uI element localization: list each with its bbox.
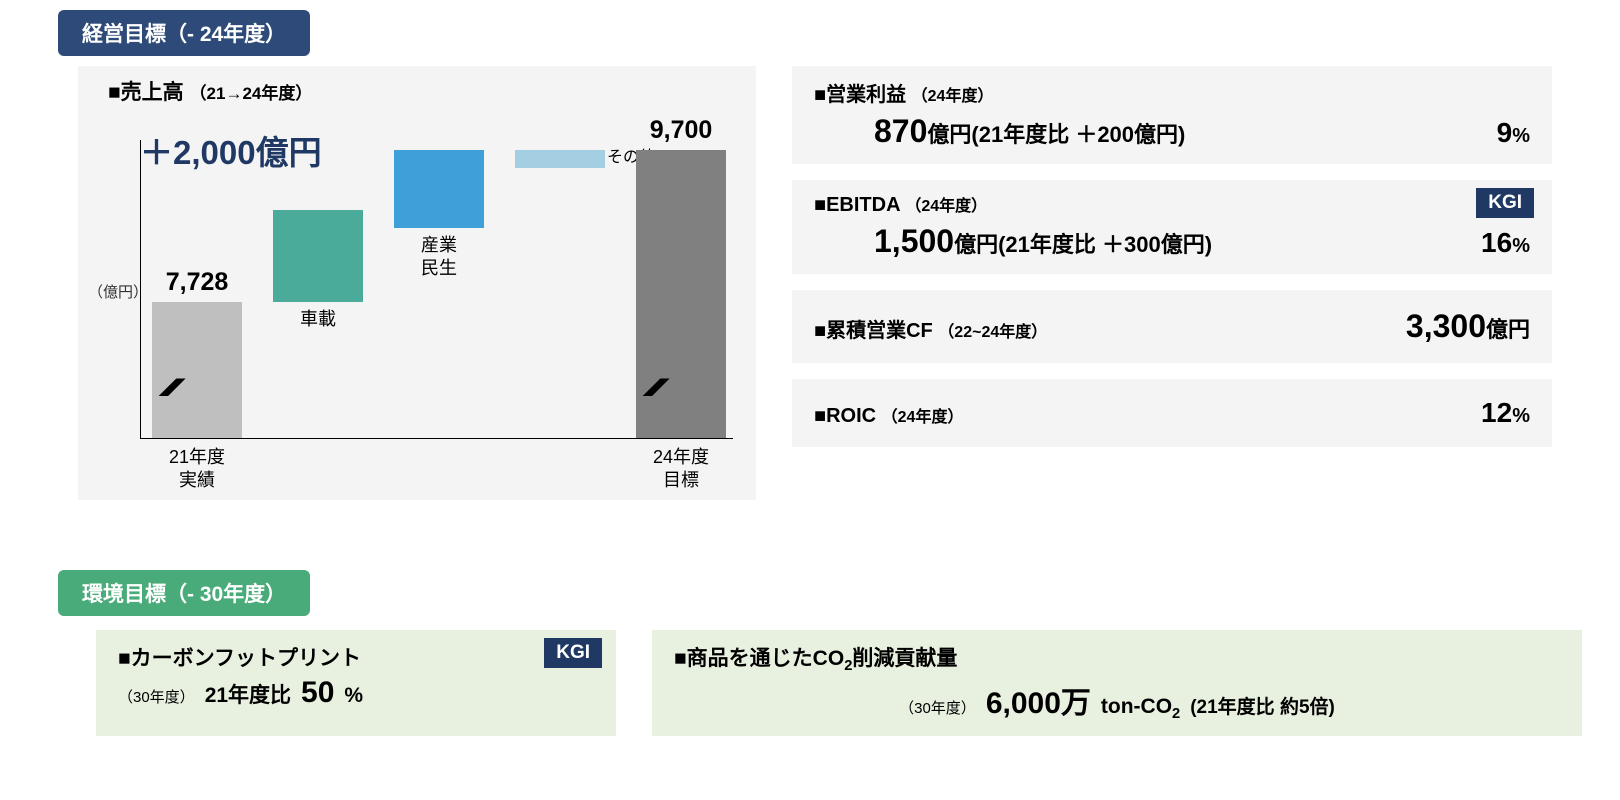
metric-value: 1,500億円(21年度比 ＋300億円) [874,223,1212,260]
metric-card-1: ■EBITDA （24年度）KGI 1,500億円(21年度比 ＋300億円) 16… [792,180,1552,274]
chart-unit-label: （億円） [88,281,148,302]
env-period: （30年度） [118,686,195,707]
env-card-1: ■商品を通じたCO2削減貢献量 （30年度） 6,000万 ton-CO2 (21年度比… [652,630,1582,736]
metric-percent: 16% [1481,227,1530,259]
bar-category-ind: 産業民生 [384,234,494,281]
env-unit: ton-CO2 [1101,695,1180,722]
metric-title: ■累積営業CF （22~24年度） [814,314,1047,343]
revenue-waterfall-chart: ■売上高 （21→24年度） ＋2,000億円 （億円） 7,728 21年度実績… [78,66,756,500]
chart-title: ■売上高 （21→24年度） [108,76,312,106]
kpi-metrics-panel: ■営業利益 （24年度） 870億円(21年度比 ＋200億円) 9% ■EBITDA… [792,66,1552,463]
revenue-increase-callout: ＋2,000億円 [140,126,322,174]
metric-title: ■EBITDA （24年度） [814,192,1530,217]
bar-ind [394,150,484,228]
metric-percent: 12% [1481,397,1530,429]
bar-start [152,302,242,438]
chart-title-sub: （21→24年度） [190,84,313,103]
env-title: ■商品を通じたCO2削減貢献量 [674,642,1560,674]
env-pre: 21年度比 [205,679,291,709]
bar-value-start: 7,728 [142,268,252,297]
env-big-value: 6,000万 [986,678,1091,722]
management-targets-section: 経営目標（- 24年度） [58,10,310,56]
metric-percent: 9% [1497,117,1530,149]
environmental-targets-section: 環境目標（- 30年度） [58,570,310,616]
env-note: (21年度比 約5倍) [1190,692,1335,719]
env-card-0: ■カーボンフットプリントKGI （30年度） 21年度比 50% [96,630,616,736]
axis-break-0: // [159,375,164,402]
metric-card-2: ■累積営業CF （22~24年度） 3,300億円 [792,290,1552,363]
metric-card-0: ■営業利益 （24年度） 870億円(21年度比 ＋200億円) 9% [792,66,1552,164]
x-label-end: 24年度目標 [621,446,741,493]
bar-other [515,150,605,168]
env-period: （30年度） [899,697,976,718]
environmental-targets-badge: 環境目標（- 30年度） [58,570,310,616]
kgi-badge: KGI [1476,188,1534,218]
metric-title: ■ROIC （24年度） [814,403,963,428]
environmental-metrics-row: ■カーボンフットプリントKGI （30年度） 21年度比 50% ■商品を通じたCO2… [96,630,1582,736]
x-label-start: 21年度実績 [137,446,257,493]
metric-value: 3,300億円 [1406,308,1530,345]
metric-value: 870億円(21年度比 ＋200億円) [874,113,1185,150]
metric-title: ■営業利益 （24年度） [814,78,1530,107]
y-axis [140,140,141,438]
bar-category-car: 車載 [263,308,373,331]
chart-title-main: ■売上高 [108,81,184,104]
axis-break-1: // [643,375,648,402]
env-value-row: （30年度） 6,000万 ton-CO2 (21年度比 約5倍) [674,674,1560,722]
bar-car [273,210,363,302]
env-unit: % [344,684,363,708]
bar-end [636,150,726,438]
env-big-value: 50 [301,676,334,710]
env-title: ■カーボンフットプリント [118,642,594,672]
metric-card-3: ■ROIC （24年度） 12% [792,379,1552,447]
env-value-row: （30年度） 21年度比 50% [118,672,594,710]
x-axis [140,438,733,439]
management-targets-badge: 経営目標（- 24年度） [58,10,310,56]
bar-value-end: 9,700 [626,116,736,145]
kgi-badge: KGI [544,638,602,668]
